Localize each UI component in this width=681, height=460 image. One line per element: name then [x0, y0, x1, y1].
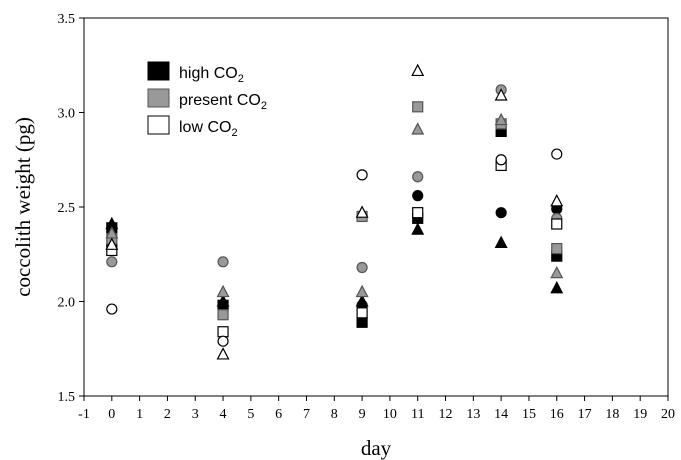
x-tick-label: 9 — [359, 407, 366, 422]
y-axis-label: coccolith weight (pg) — [11, 117, 35, 297]
data-point-low-circle — [496, 155, 506, 165]
data-point-low-square — [357, 308, 367, 318]
data-point-present-square — [413, 102, 423, 112]
x-tick-label: 5 — [247, 407, 254, 422]
data-point-present-square — [218, 310, 228, 320]
x-tick-label: 4 — [220, 407, 227, 422]
x-tick-label: 7 — [303, 407, 310, 422]
legend-swatch-high — [148, 62, 169, 80]
x-tick-label: 3 — [192, 407, 199, 422]
x-tick-label: 8 — [331, 407, 338, 422]
data-point-high-circle — [496, 208, 506, 218]
y-axis-ticks: 1.5 2.0 2.5 3.0 3.5 — [58, 12, 85, 405]
y-tick-label: 2.0 — [58, 296, 76, 311]
data-point-low-circle — [357, 170, 367, 180]
legend-swatch-present — [148, 89, 169, 107]
data-point-low-square — [218, 327, 228, 337]
x-tick-label: 16 — [550, 407, 564, 422]
x-tick-label: 0 — [108, 407, 115, 422]
x-tick-label: -1 — [78, 407, 90, 422]
data-point-present-square — [552, 244, 562, 254]
data-point-low-square — [552, 219, 562, 229]
data-point-present-circle — [357, 262, 367, 272]
data-point-high-circle — [413, 191, 423, 201]
data-point-present-circle — [107, 257, 117, 267]
x-tick-label: 2 — [164, 407, 171, 422]
x-tick-label: 13 — [466, 407, 480, 422]
x-tick-label: 17 — [578, 407, 592, 422]
x-axis-label: day — [361, 436, 392, 460]
data-point-low-circle — [218, 336, 228, 346]
data-point-low-circle — [107, 304, 117, 314]
y-tick-label: 1.5 — [58, 390, 76, 405]
plot-area — [84, 18, 668, 396]
x-tick-label: 18 — [605, 407, 619, 422]
y-tick-label: 2.5 — [58, 201, 76, 216]
x-tick-label: 1 — [136, 407, 143, 422]
x-tick-label: 20 — [661, 407, 675, 422]
data-point-low-square — [413, 208, 423, 218]
x-axis-ticks: -1 0 1 2 3 4 5 6 7 8 9 10 11 12 13 14 15 16 17 18 19 20 — [78, 396, 675, 422]
y-tick-label: 3.5 — [58, 12, 76, 27]
x-tick-label: 10 — [383, 407, 397, 422]
x-tick-label: 19 — [633, 407, 647, 422]
data-point-low-circle — [552, 149, 562, 159]
x-tick-label: 15 — [522, 407, 536, 422]
x-tick-label: 12 — [439, 407, 453, 422]
x-tick-label: 14 — [494, 407, 508, 422]
y-tick-label: 3.0 — [58, 107, 76, 122]
x-tick-label: 11 — [411, 407, 424, 422]
data-point-high-square — [357, 317, 367, 327]
legend-swatch-low — [148, 116, 169, 134]
data-point-present-circle — [218, 257, 228, 267]
x-tick-label: 6 — [275, 407, 282, 422]
data-point-present-circle — [413, 172, 423, 182]
